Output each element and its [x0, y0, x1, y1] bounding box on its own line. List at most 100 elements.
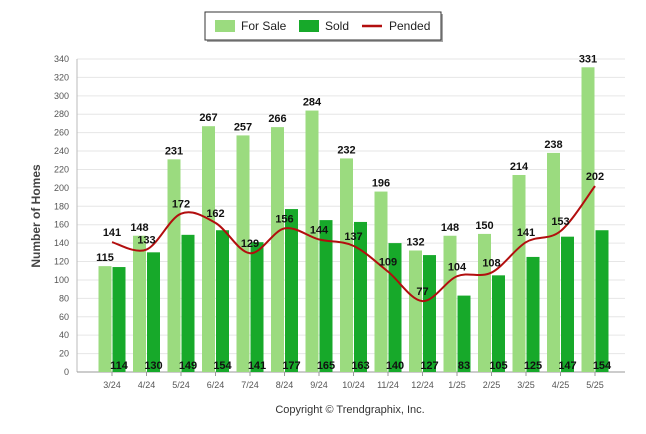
label-for-sale-10/24: 232 — [337, 144, 355, 156]
label-sold-6/24: 154 — [213, 360, 232, 372]
label-for-sale-8/24: 266 — [268, 113, 286, 125]
label-pended-2/25: 108 — [482, 258, 500, 270]
x-tick-label: 11/24 — [377, 380, 399, 390]
label-sold-1/25: 83 — [458, 360, 470, 372]
label-for-sale-6/24: 267 — [199, 112, 217, 124]
legend-swatch-sold — [299, 20, 319, 32]
bar-sold-6/24 — [216, 230, 229, 372]
label-pended-9/24: 144 — [310, 224, 329, 236]
bar-sold-7/24 — [250, 242, 264, 372]
label-pended-7/24: 129 — [241, 238, 259, 250]
bar-for-sale-12/24 — [409, 250, 422, 372]
y-tick-label: 240 — [54, 146, 69, 156]
legend: For Sale Sold Pended — [204, 11, 443, 42]
label-pended-4/24: 133 — [137, 235, 155, 247]
x-tick-label: 4/24 — [138, 380, 156, 390]
bar-for-sale-1/25 — [443, 235, 457, 372]
bar-for-sale-5/25 — [581, 67, 595, 373]
label-for-sale-3/25: 214 — [510, 161, 529, 173]
label-sold-3/25: 125 — [524, 360, 542, 372]
y-tick-label: 220 — [54, 164, 69, 174]
bar-sold-5/25 — [595, 230, 609, 372]
bar-for-sale-10/24 — [340, 158, 353, 372]
label-sold-5/25: 154 — [593, 360, 612, 372]
y-tick-label: 60 — [59, 312, 69, 322]
y-tick-label: 20 — [59, 349, 69, 359]
label-pended-11/24: 109 — [379, 257, 397, 269]
x-tick-label: 8/24 — [276, 380, 294, 390]
bar-sold-12/24 — [423, 255, 436, 372]
legend-swatch-for-sale — [215, 20, 235, 32]
bar-sold-5/24 — [181, 234, 195, 372]
legend-label-sold: Sold — [325, 19, 349, 33]
bar-sold-1/25 — [457, 295, 471, 372]
legend-label-pended: Pended — [389, 19, 430, 33]
label-pended-3/24: 141 — [103, 227, 121, 239]
y-tick-label: 300 — [54, 91, 69, 101]
label-sold-9/24: 165 — [317, 360, 335, 372]
y-tick-label: 80 — [59, 293, 69, 303]
x-tick-label: 9/24 — [310, 380, 328, 390]
x-tick-label: 5/24 — [172, 380, 190, 390]
x-tick-label: 7/24 — [241, 380, 259, 390]
bar-for-sale-4/25 — [547, 152, 560, 372]
label-sold-12/24: 127 — [420, 360, 438, 372]
label-sold-10/24: 163 — [351, 360, 369, 372]
x-tick-label: 10/24 — [342, 380, 365, 390]
bar-for-sale-3/24 — [98, 266, 112, 372]
bar-for-sale-7/24 — [236, 135, 250, 372]
bar-sold-4/25 — [561, 236, 574, 372]
data-labels: 115 114 148 130 231 149 267 154 257 141 266 177 284 1… — [96, 53, 612, 372]
label-for-sale-2/25: 150 — [475, 220, 493, 232]
bar-for-sale-8/24 — [271, 127, 284, 372]
label-for-sale-9/24: 284 — [303, 97, 322, 109]
label-for-sale-11/24: 196 — [372, 178, 390, 190]
label-sold-8/24: 177 — [282, 360, 300, 372]
label-for-sale-3/24: 115 — [96, 252, 114, 264]
y-tick-label: 120 — [54, 257, 69, 267]
label-pended-5/24: 172 — [172, 199, 190, 211]
x-tick-label: 2/25 — [483, 380, 501, 390]
x-tick-label: 5/25 — [586, 380, 604, 390]
y-tick-label: 0 — [64, 367, 69, 377]
bar-sold-2/25 — [492, 275, 505, 372]
label-for-sale-12/24: 132 — [406, 236, 424, 248]
bar-for-sale-4/24 — [133, 235, 146, 372]
legend-label-for-sale: For Sale — [241, 19, 287, 33]
label-for-sale-4/24: 148 — [130, 222, 148, 234]
copyright-footer: Copyright © Trendgraphix, Inc. — [275, 404, 424, 416]
bar-for-sale-11/24 — [374, 191, 388, 372]
x-tick-label: 4/25 — [552, 380, 570, 390]
label-sold-11/24: 140 — [386, 360, 404, 372]
label-pended-5/25: 202 — [586, 171, 604, 183]
label-pended-8/24: 156 — [275, 213, 293, 225]
label-pended-1/25: 104 — [448, 261, 467, 273]
y-tick-label: 280 — [54, 109, 69, 119]
x-tick-label: 1/25 — [448, 380, 466, 390]
x-tick-label: 3/25 — [517, 380, 535, 390]
bar-for-sale-6/24 — [202, 126, 215, 372]
label-sold-7/24: 141 — [248, 360, 266, 372]
legend-frame — [204, 11, 442, 41]
bar-sold-10/24 — [354, 221, 367, 372]
label-sold-2/25: 105 — [489, 360, 507, 372]
y-tick-label: 40 — [59, 330, 69, 340]
label-for-sale-5/24: 231 — [165, 145, 183, 157]
pended-line — [111, 185, 596, 303]
pended-line-layer — [111, 185, 596, 303]
y-tick-label: 200 — [54, 183, 69, 193]
label-pended-12/24: 77 — [416, 286, 428, 298]
y-tick-label: 160 — [54, 220, 69, 230]
label-sold-5/24: 149 — [179, 360, 197, 372]
y-tick-label: 340 — [54, 54, 69, 64]
y-tick-label: 100 — [54, 275, 69, 285]
x-tick-label: 12/24 — [411, 380, 434, 390]
y-tick-label: 320 — [54, 72, 69, 82]
y-tick-label: 180 — [54, 201, 69, 211]
bar-for-sale-5/24 — [167, 159, 181, 372]
bar-for-sale-3/25 — [512, 174, 526, 372]
bars — [98, 67, 609, 373]
y-tick-label: 140 — [54, 238, 69, 248]
label-for-sale-5/25: 331 — [579, 53, 597, 65]
